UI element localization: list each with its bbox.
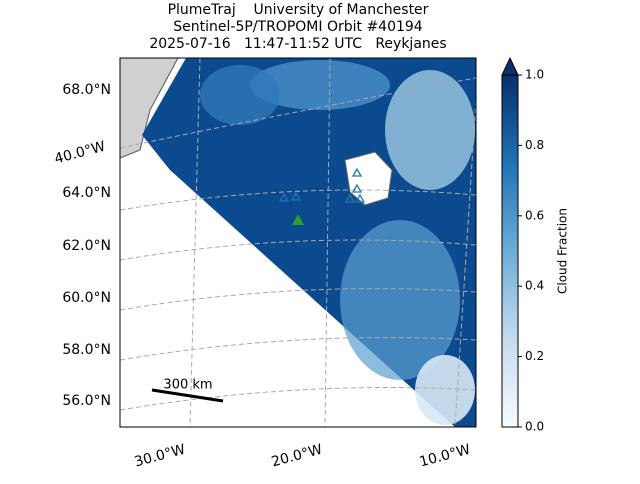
grid-line [120, 288, 476, 311]
grid-line [120, 77, 476, 149]
grid-line [120, 189, 476, 211]
lat-label: 58.0°N [62, 342, 111, 358]
map-frame [119, 57, 477, 428]
scale-bar-label: 300 km [163, 378, 212, 393]
lon-label: 30.0°W [133, 442, 188, 471]
cloud-patch [385, 70, 475, 190]
colorbar: Cloud Fraction 0.0 0.2 0.4 0.6 0.8 1.0 [501, 56, 570, 434]
grid-line [189, 58, 201, 427]
volcano-markers [278, 167, 366, 203]
lat-label: 68.0°N [62, 82, 111, 98]
lat-label: 60.0°N [62, 290, 111, 306]
colorbar-tick-label: 0.6 [525, 208, 544, 222]
grid-line [324, 58, 331, 427]
colorbar-tick-label: 0.4 [525, 279, 544, 293]
colorbar-tick-label: 0.2 [525, 349, 544, 363]
cloud-patch [340, 220, 460, 380]
reykjanes-marker [292, 214, 304, 225]
grid-line [454, 99, 476, 427]
cloud-patch [250, 60, 390, 110]
colorbar-tick-label: 0.0 [525, 420, 544, 434]
lat-label: 64.0°N [62, 185, 111, 201]
lon-label: 20.0°W [270, 442, 325, 471]
title-line: 2025-07-16 11:47-11:52 UTC Reykjanes [149, 36, 446, 52]
lat-label: 56.0°N [62, 393, 111, 409]
cloud-patch [200, 65, 280, 125]
grid-line [120, 337, 476, 361]
lat-label: 62.0°N [62, 238, 111, 254]
lon-label: 40.0°W [53, 139, 108, 168]
colorbar-tick-label: 0.8 [525, 138, 544, 152]
grid-line [120, 239, 476, 261]
cloud-patch [415, 355, 475, 425]
lon-label: 10.0°W [418, 442, 473, 471]
colorbar-scale [501, 74, 519, 428]
colorbar-extend [501, 56, 519, 76]
scale-bar [151, 388, 224, 403]
grid-line [120, 387, 476, 411]
title-block: PlumeTraj University of ManchesterSentin… [149, 2, 446, 52]
title-line: PlumeTraj University of Manchester [168, 2, 429, 18]
colorbar-label: Cloud Fraction [556, 208, 570, 294]
colorbar-tick-label: 1.0 [525, 68, 544, 82]
map: 300 km [120, 58, 476, 427]
title-line: Sentinel-5P/TROPOMI Orbit #40194 [173, 19, 423, 35]
